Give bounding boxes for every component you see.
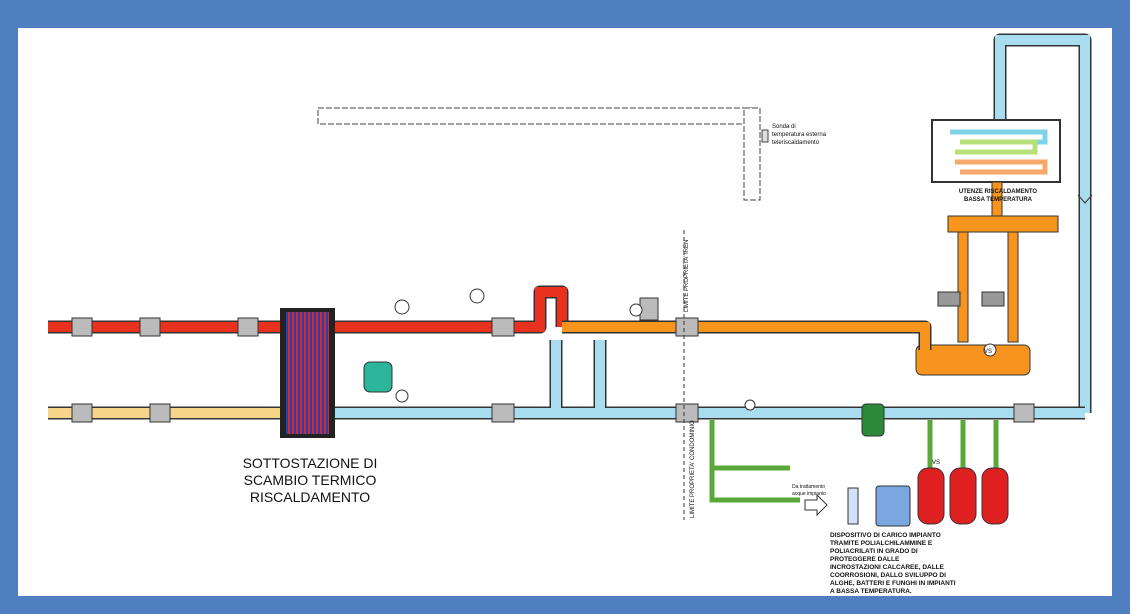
- diagram: Sonda di temperatura esterna teleriscaldam…: [0, 0, 1130, 614]
- substation-label: RISCALDAMENTO: [250, 489, 370, 505]
- vs-label: VS: [932, 460, 940, 466]
- device-label: INCROSTAZIONI CALCAREE, DALLE: [830, 564, 945, 571]
- device-label: COORROSIONI, DALLO SVILUPPO DI: [830, 572, 946, 579]
- heat-exchanger: [280, 308, 335, 438]
- sensor-label: teleriscaldamento: [772, 140, 820, 146]
- limit-iren-label: LIMITE PROPRIETA' IREN: [684, 240, 690, 312]
- device-label: TRAMITE POLIALCHILAMMINE E: [830, 540, 933, 547]
- water-treatment-label: Da trattamento: [792, 484, 825, 490]
- device-label: A BASSA TEMPERATURA.: [830, 588, 912, 595]
- utenze-label: UTENZE RISCALDAMENTO: [959, 189, 1038, 195]
- limit-condominio-label: LIMITE PROPRIETA' CONDOMINIO: [690, 420, 696, 518]
- sensor-label: Sonda di: [772, 124, 796, 130]
- device-label: ALGHE, BATTERI E FUNGHI IN IMPIANTI: [830, 580, 956, 587]
- vs-label: VS: [984, 349, 992, 355]
- water-treatment-label: acque impianto: [792, 491, 826, 497]
- substation-label: SCAMBIO TERMICO: [244, 472, 377, 488]
- device-label: POLIACRILATI IN GRADO DI: [830, 548, 918, 555]
- substation-label: SOTTOSTAZIONE DI: [243, 455, 378, 471]
- device-label: PROTEGGERE DALLE: [830, 556, 900, 563]
- utenze-label: BASSA TEMPERATURA: [964, 197, 1033, 203]
- device-label: DISPOSITIVO DI CARICO IMPIANTO: [830, 532, 941, 539]
- sensor-label: temperatura esterna: [772, 132, 827, 138]
